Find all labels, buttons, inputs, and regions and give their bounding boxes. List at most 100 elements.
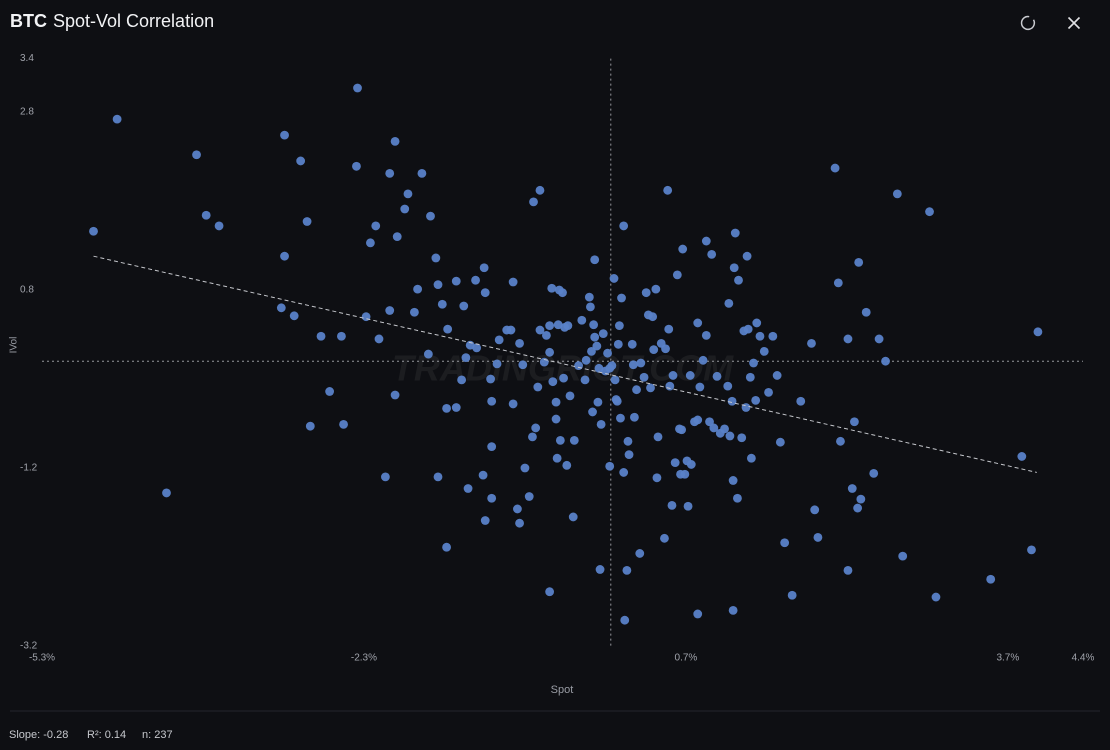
data-point bbox=[743, 324, 753, 334]
data-point bbox=[492, 359, 502, 369]
data-point bbox=[605, 461, 615, 471]
x-axis-label: Spot bbox=[551, 684, 574, 696]
data-point bbox=[471, 275, 480, 285]
data-point bbox=[830, 163, 840, 173]
data-point bbox=[403, 189, 413, 199]
data-point bbox=[686, 460, 696, 469]
data-point bbox=[652, 473, 662, 483]
data-point bbox=[568, 512, 578, 522]
data-point bbox=[746, 453, 756, 463]
data-point bbox=[772, 371, 782, 380]
data-point bbox=[574, 361, 583, 371]
data-point bbox=[580, 375, 590, 385]
data-point bbox=[737, 433, 747, 443]
data-point bbox=[162, 488, 171, 498]
data-point bbox=[508, 277, 518, 287]
data-point bbox=[533, 382, 543, 392]
data-point bbox=[442, 542, 451, 552]
data-point bbox=[755, 331, 765, 341]
data-point bbox=[670, 458, 680, 468]
data-point bbox=[734, 275, 743, 285]
data-point bbox=[598, 329, 608, 339]
data-point bbox=[443, 324, 453, 334]
data-point bbox=[709, 423, 719, 433]
data-point bbox=[624, 450, 634, 460]
data-point bbox=[720, 424, 729, 434]
data-point bbox=[622, 565, 632, 575]
data-point bbox=[535, 185, 545, 195]
data-point bbox=[302, 217, 312, 226]
panel-title: Spot-Vol Correlation bbox=[53, 11, 214, 31]
data-point bbox=[596, 419, 606, 429]
data-point bbox=[609, 274, 619, 283]
y-tick-label: -1.2 bbox=[20, 463, 38, 474]
data-point bbox=[723, 381, 733, 391]
data-point bbox=[457, 375, 467, 385]
data-point bbox=[385, 306, 395, 315]
data-point bbox=[881, 356, 890, 366]
data-point bbox=[685, 371, 695, 380]
data-point bbox=[529, 197, 538, 207]
data-point bbox=[524, 492, 534, 501]
data-point bbox=[749, 358, 758, 368]
data-point bbox=[548, 377, 558, 387]
data-point bbox=[693, 415, 703, 425]
data-point bbox=[728, 606, 738, 615]
data-point bbox=[545, 587, 555, 597]
data-point bbox=[392, 232, 402, 242]
data-point bbox=[381, 472, 390, 482]
data-point bbox=[480, 516, 490, 525]
data-point bbox=[289, 311, 299, 321]
data-point bbox=[192, 150, 201, 160]
data-point bbox=[459, 301, 469, 311]
data-point bbox=[413, 284, 423, 294]
data-point bbox=[431, 253, 441, 263]
y-tick-label: 0.8 bbox=[20, 285, 34, 296]
data-point bbox=[374, 334, 384, 344]
data-point bbox=[528, 432, 537, 442]
data-point bbox=[843, 334, 853, 344]
data-point bbox=[551, 414, 561, 424]
data-point bbox=[833, 278, 843, 288]
data-point bbox=[698, 355, 708, 365]
data-point bbox=[513, 504, 522, 514]
data-point bbox=[623, 436, 633, 446]
data-point bbox=[986, 574, 996, 584]
y-axis-label: IVol bbox=[9, 337, 20, 354]
data-point bbox=[437, 299, 447, 309]
data-point bbox=[296, 156, 306, 166]
data-point bbox=[683, 501, 693, 511]
data-point bbox=[764, 387, 773, 397]
data-point bbox=[931, 592, 941, 602]
data-point bbox=[892, 189, 902, 199]
x-tick-label: 3.7% bbox=[996, 653, 1019, 664]
stat-slope: Slope: -0.28 bbox=[9, 729, 68, 741]
data-point bbox=[563, 321, 573, 330]
data-point bbox=[506, 325, 516, 335]
data-point bbox=[847, 484, 857, 493]
data-point bbox=[725, 431, 735, 441]
refresh-button[interactable] bbox=[1020, 15, 1036, 31]
data-point bbox=[371, 221, 381, 231]
data-point bbox=[451, 276, 461, 286]
data-point bbox=[701, 236, 711, 246]
data-point bbox=[632, 385, 641, 395]
data-point bbox=[515, 339, 524, 348]
data-point bbox=[850, 417, 859, 427]
data-point bbox=[843, 565, 853, 575]
data-point bbox=[680, 469, 690, 479]
data-point bbox=[636, 358, 646, 368]
refresh-icon bbox=[1020, 15, 1036, 31]
data-point bbox=[813, 533, 823, 542]
close-button[interactable] bbox=[1067, 16, 1081, 30]
data-point bbox=[487, 396, 497, 406]
data-point bbox=[677, 425, 687, 435]
data-point bbox=[619, 221, 629, 231]
data-point bbox=[555, 436, 565, 445]
data-point bbox=[587, 347, 596, 356]
data-point bbox=[775, 437, 785, 447]
data-point bbox=[730, 228, 740, 238]
data-point bbox=[201, 210, 211, 220]
